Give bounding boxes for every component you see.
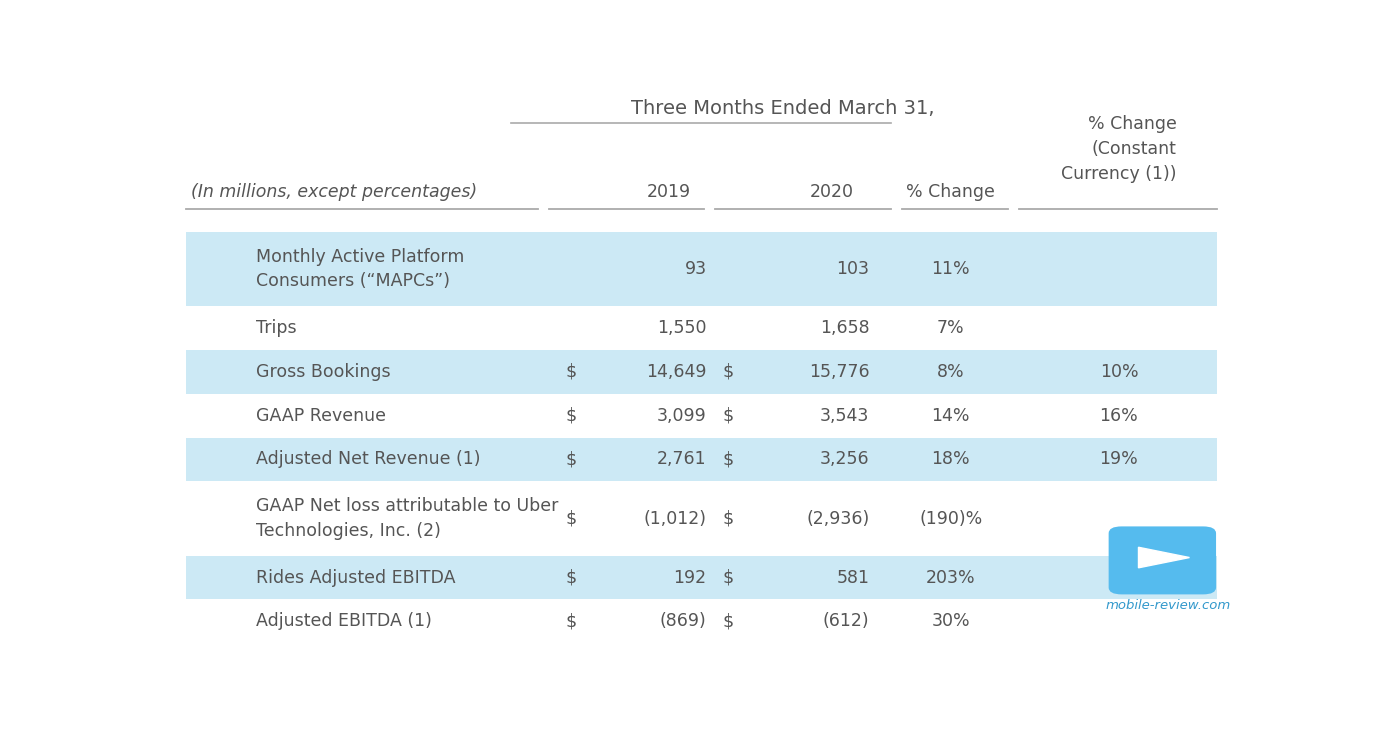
Text: $: $ bbox=[566, 568, 577, 587]
Text: 3,256: 3,256 bbox=[820, 450, 869, 468]
Text: $: $ bbox=[566, 407, 577, 424]
Text: 15,776: 15,776 bbox=[809, 363, 869, 381]
Text: 2020: 2020 bbox=[809, 183, 854, 201]
Text: 103: 103 bbox=[836, 260, 869, 278]
Text: $: $ bbox=[722, 450, 734, 468]
Text: Three Months Ended March 31,: Three Months Ended March 31, bbox=[631, 99, 934, 117]
Text: 3,099: 3,099 bbox=[657, 407, 707, 424]
Text: Gross Bookings: Gross Bookings bbox=[256, 363, 391, 381]
Text: (1,012): (1,012) bbox=[644, 510, 707, 528]
Text: $: $ bbox=[722, 612, 734, 631]
FancyBboxPatch shape bbox=[186, 350, 1217, 394]
Text: 1,658: 1,658 bbox=[820, 319, 869, 337]
FancyBboxPatch shape bbox=[1109, 526, 1217, 594]
Text: 16%: 16% bbox=[1099, 407, 1138, 424]
Text: GAAP Net loss attributable to Uber
Technologies, Inc. (2): GAAP Net loss attributable to Uber Techn… bbox=[256, 497, 559, 539]
Text: Adjusted EBITDA (1): Adjusted EBITDA (1) bbox=[256, 612, 433, 631]
Text: $: $ bbox=[566, 450, 577, 468]
Text: (In millions, except percentages): (In millions, except percentages) bbox=[192, 183, 477, 201]
FancyBboxPatch shape bbox=[186, 232, 1217, 306]
Polygon shape bbox=[1138, 548, 1190, 568]
Text: (612): (612) bbox=[823, 612, 869, 631]
Text: Trips: Trips bbox=[256, 319, 297, 337]
FancyBboxPatch shape bbox=[186, 556, 1217, 600]
Text: 30%: 30% bbox=[931, 612, 970, 631]
Text: $: $ bbox=[722, 407, 734, 424]
Text: Adjusted Net Revenue (1): Adjusted Net Revenue (1) bbox=[256, 450, 480, 468]
Text: 8%: 8% bbox=[937, 363, 965, 381]
Text: 93: 93 bbox=[685, 260, 707, 278]
Text: 1,550: 1,550 bbox=[657, 319, 707, 337]
Text: % Change
(Constant
Currency (1)): % Change (Constant Currency (1)) bbox=[1061, 115, 1176, 183]
Text: 2,761: 2,761 bbox=[657, 450, 707, 468]
Text: $: $ bbox=[566, 510, 577, 528]
Text: 18%: 18% bbox=[931, 450, 970, 468]
FancyBboxPatch shape bbox=[186, 438, 1217, 482]
Text: (869): (869) bbox=[659, 612, 707, 631]
Text: $: $ bbox=[722, 568, 734, 587]
Text: mobile-review.com: mobile-review.com bbox=[1105, 599, 1231, 612]
Text: % Change: % Change bbox=[906, 183, 995, 201]
Text: $: $ bbox=[566, 612, 577, 631]
Text: 192: 192 bbox=[673, 568, 707, 587]
Text: 2019: 2019 bbox=[647, 183, 690, 201]
Text: 19%: 19% bbox=[1099, 450, 1138, 468]
Text: 7%: 7% bbox=[937, 319, 965, 337]
Text: (2,936): (2,936) bbox=[806, 510, 869, 528]
Text: 14%: 14% bbox=[931, 407, 970, 424]
Text: $: $ bbox=[722, 510, 734, 528]
Text: 3,543: 3,543 bbox=[820, 407, 869, 424]
Text: 10%: 10% bbox=[1099, 363, 1138, 381]
Text: $: $ bbox=[566, 363, 577, 381]
Text: (190)%: (190)% bbox=[920, 510, 983, 528]
Text: 581: 581 bbox=[836, 568, 869, 587]
Text: GAAP Revenue: GAAP Revenue bbox=[256, 407, 386, 424]
Text: 14,649: 14,649 bbox=[647, 363, 707, 381]
Text: $: $ bbox=[722, 363, 734, 381]
Text: 11%: 11% bbox=[931, 260, 970, 278]
Text: 203%: 203% bbox=[925, 568, 976, 587]
Text: Monthly Active Platform
Consumers (“MAPCs”): Monthly Active Platform Consumers (“MAPC… bbox=[256, 248, 465, 290]
Text: Rides Adjusted EBITDA: Rides Adjusted EBITDA bbox=[256, 568, 456, 587]
